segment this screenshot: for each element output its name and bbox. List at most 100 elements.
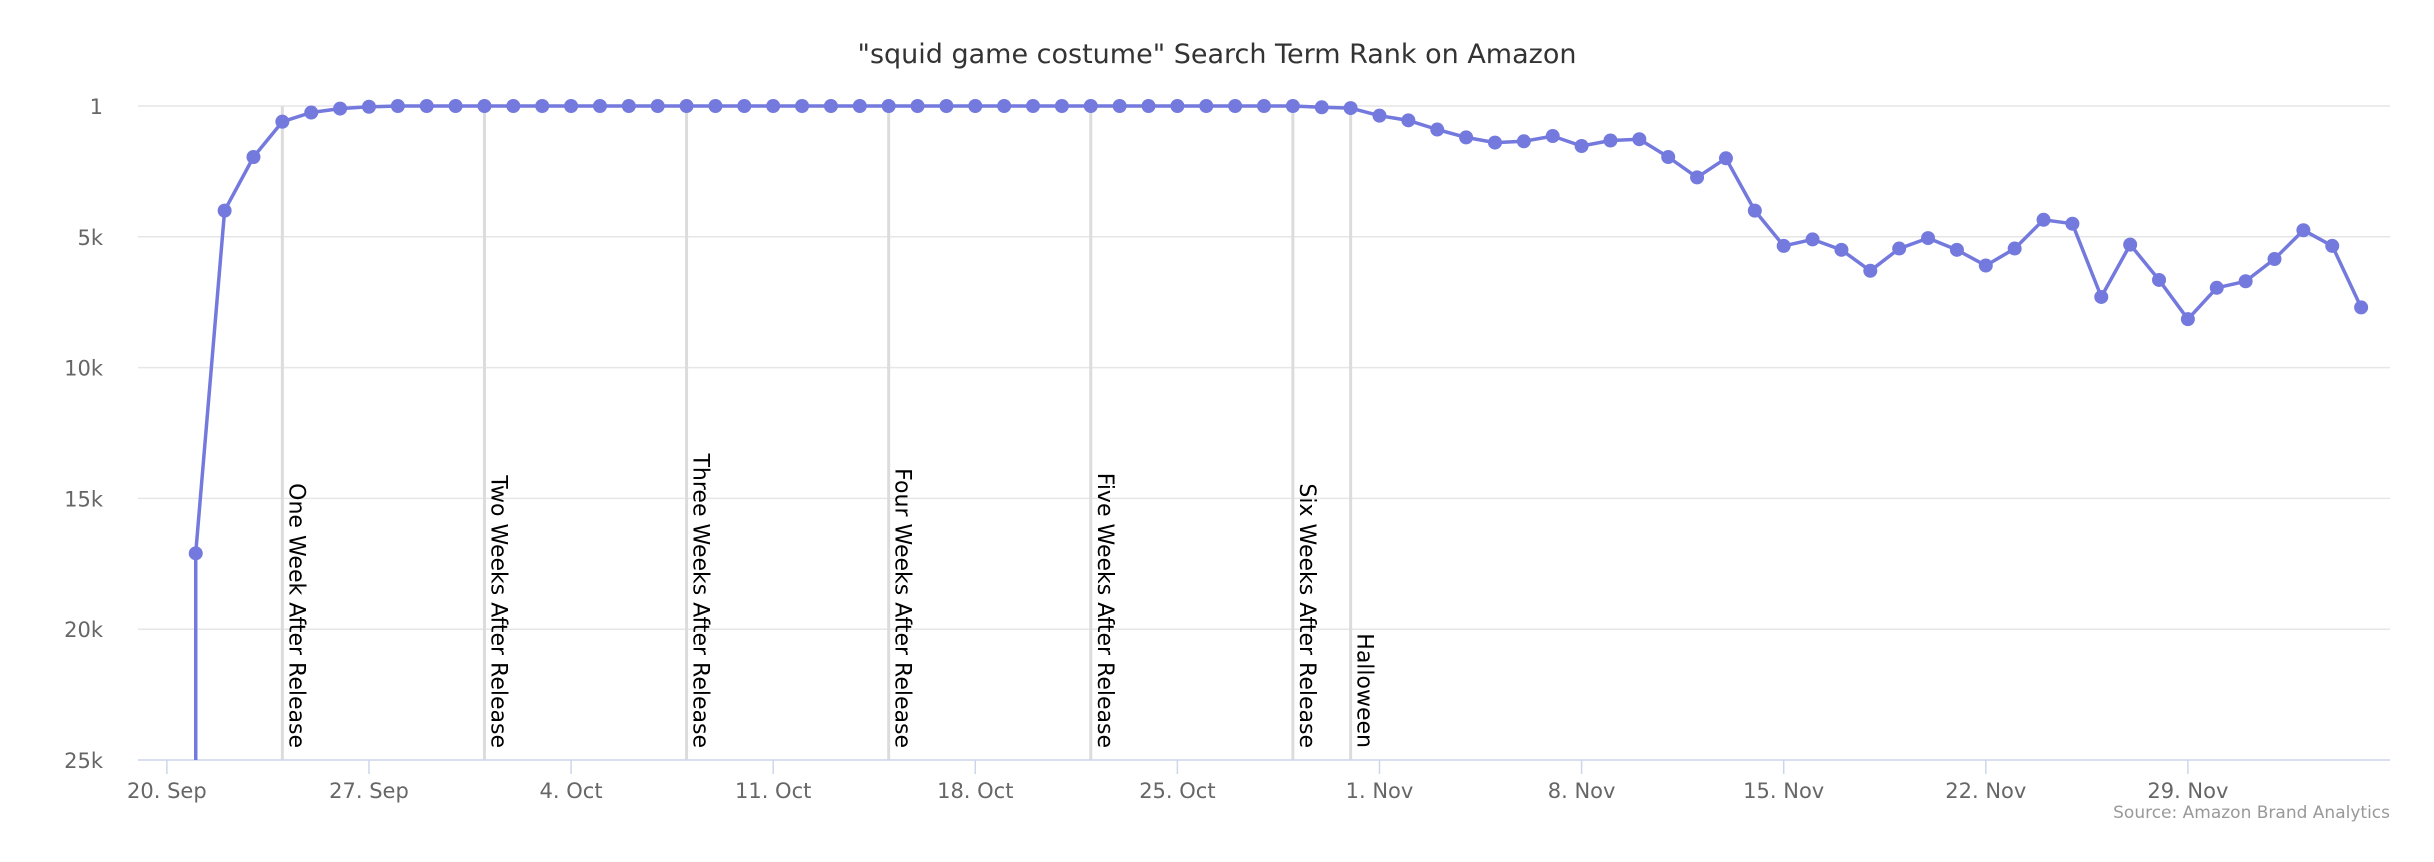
data-point — [852, 99, 867, 113]
data-point — [1430, 122, 1445, 137]
plot-lines: One Week After Release Two Weeks After Re… — [280, 106, 1377, 760]
data-point — [188, 546, 203, 561]
x-tick-label: 8. Nov — [1548, 779, 1616, 803]
data-point — [1805, 232, 1820, 247]
data-point — [2065, 216, 2080, 231]
event-label: Two Weeks After Release — [485, 474, 510, 748]
data-point — [1112, 99, 1127, 113]
data-point — [506, 99, 521, 113]
data-point — [246, 149, 261, 164]
data-point — [2094, 289, 2109, 304]
data-point — [1661, 149, 1676, 164]
data-point — [1892, 241, 1907, 256]
y-tick-label: 20k — [64, 618, 104, 642]
data-point — [2036, 212, 2051, 227]
data-point — [1718, 151, 1733, 166]
data-point — [304, 105, 319, 120]
event-label: Four Weeks After Release — [890, 468, 915, 748]
data-point — [1257, 99, 1271, 113]
data-point — [823, 99, 838, 113]
data-point — [1141, 99, 1156, 113]
data-point — [2123, 237, 2138, 252]
data-point — [1083, 99, 1098, 113]
data-point — [2238, 274, 2253, 289]
x-tick-label: 11. Oct — [735, 779, 811, 803]
data-point — [2007, 241, 2022, 256]
x-tick-label: 20. Sep — [127, 779, 207, 803]
data-point — [1026, 99, 1041, 113]
chart-credit: Source: Amazon Brand Analytics — [2113, 803, 2390, 823]
data-point — [910, 99, 925, 113]
event-label: Six Weeks After Release — [1294, 483, 1319, 748]
y-tick-label: 25k — [64, 749, 104, 773]
data-point — [1199, 99, 1214, 113]
data-point — [2354, 300, 2369, 315]
data-point — [361, 99, 376, 114]
data-point — [564, 99, 579, 113]
data-point — [1632, 132, 1647, 147]
data-point — [477, 99, 492, 113]
y-tick-label: 1 — [90, 95, 103, 119]
data-point — [2180, 312, 2195, 327]
x-tick-label: 1. Nov — [1346, 779, 1414, 803]
event-label: Three Weeks After Release — [688, 452, 713, 748]
data-point — [737, 99, 752, 113]
data-point — [679, 99, 694, 113]
data-point — [1228, 99, 1243, 113]
data-point — [1054, 99, 1069, 113]
data-point — [535, 99, 550, 113]
data-point — [419, 99, 434, 113]
series-line — [193, 104, 2363, 554]
data-point — [1285, 99, 1300, 113]
y-tick-label: 10k — [64, 357, 104, 381]
data-point — [448, 99, 463, 113]
data-point — [592, 99, 607, 113]
data-point — [1170, 99, 1185, 113]
data-point — [275, 114, 290, 129]
data-point — [2152, 272, 2167, 287]
data-point — [621, 99, 636, 113]
data-point — [881, 99, 896, 113]
data-point — [1690, 170, 1705, 185]
x-tick-label: 18. Oct — [937, 779, 1013, 803]
event-label: Five Weeks After Release — [1092, 473, 1117, 748]
data-point — [1401, 113, 1416, 128]
data-point — [1459, 130, 1474, 145]
data-point — [968, 99, 983, 113]
event-label: Halloween — [1352, 633, 1377, 748]
data-point — [1545, 129, 1560, 144]
grid-lines — [138, 105, 2390, 630]
data-point — [217, 203, 232, 218]
y-tick-label: 5k — [77, 226, 103, 250]
data-point — [333, 101, 348, 116]
data-point — [1863, 263, 1878, 278]
data-point — [1834, 242, 1849, 257]
data-point — [1603, 133, 1618, 148]
data-point — [1516, 134, 1531, 149]
chart-title: "squid game costume" Search Term Rank on… — [858, 39, 1577, 70]
data-point — [1487, 135, 1502, 150]
data-point — [2209, 280, 2224, 295]
data-point — [795, 99, 810, 113]
x-tick-label: 4. Oct — [540, 779, 603, 803]
x-tick-label: 27. Sep — [329, 779, 409, 803]
data-point — [1372, 108, 1387, 123]
data-point — [1921, 231, 1936, 246]
x-tick-label: 22. Nov — [1945, 779, 2026, 803]
data-point — [2267, 252, 2282, 267]
data-point — [1978, 258, 1993, 273]
data-point — [390, 99, 405, 113]
y-tick-label: 15k — [64, 487, 104, 511]
data-point — [1949, 242, 1964, 257]
x-tick-label: 25. Oct — [1139, 779, 1215, 803]
x-tick-label: 15. Nov — [1743, 779, 1824, 803]
data-point — [1776, 238, 1791, 253]
data-point — [939, 99, 954, 113]
data-point — [1314, 100, 1329, 115]
data-point — [2325, 238, 2340, 253]
data-point — [997, 99, 1012, 113]
x-tick-label: 29. Nov — [2147, 779, 2228, 803]
